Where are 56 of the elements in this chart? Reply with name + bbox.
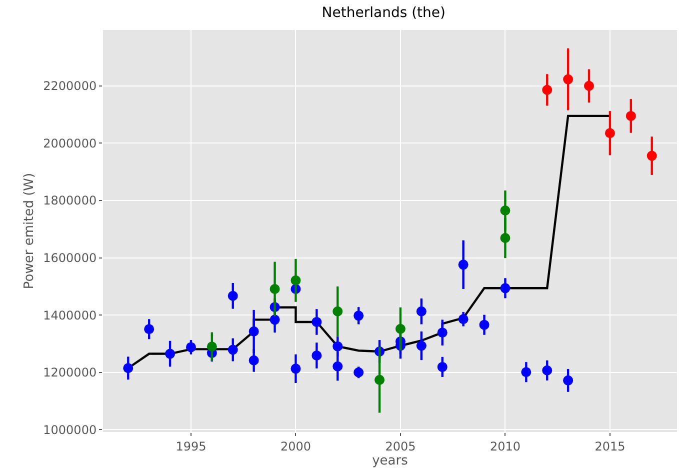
x-tick-label: 2000 bbox=[280, 439, 312, 454]
point bbox=[312, 316, 322, 327]
point bbox=[416, 306, 426, 316]
point bbox=[248, 326, 259, 336]
y-tick-label: 1400000 bbox=[43, 308, 97, 322]
x-tick-label: 2015 bbox=[594, 439, 626, 454]
point bbox=[290, 364, 301, 374]
point bbox=[354, 310, 364, 321]
point bbox=[270, 314, 280, 325]
y-tick-label: 1200000 bbox=[43, 366, 97, 380]
y-tick-label: 1800000 bbox=[43, 194, 97, 208]
x-axis-title: years bbox=[372, 453, 408, 468]
y-tick-label: 2200000 bbox=[43, 79, 97, 94]
point bbox=[458, 314, 468, 324]
y-tick-label: 1000000 bbox=[43, 422, 97, 437]
point bbox=[290, 275, 301, 286]
point bbox=[500, 283, 510, 294]
point bbox=[186, 342, 196, 352]
point bbox=[542, 365, 552, 376]
point bbox=[248, 355, 259, 366]
point bbox=[228, 290, 238, 301]
point bbox=[437, 328, 448, 338]
point bbox=[437, 362, 448, 372]
point bbox=[521, 367, 532, 378]
y-tick-label: 2000000 bbox=[43, 136, 97, 150]
y-tick-label: 1600000 bbox=[43, 250, 97, 265]
point bbox=[458, 260, 468, 270]
point bbox=[354, 367, 364, 378]
point bbox=[479, 320, 490, 330]
point bbox=[332, 306, 343, 316]
point bbox=[270, 284, 280, 294]
point bbox=[312, 350, 322, 360]
point bbox=[500, 206, 510, 216]
chart-title: Netherlands (the) bbox=[322, 4, 446, 21]
point bbox=[228, 344, 238, 355]
point bbox=[563, 375, 574, 386]
point bbox=[374, 374, 385, 385]
point bbox=[542, 84, 552, 95]
point bbox=[395, 324, 406, 334]
point bbox=[206, 342, 217, 352]
point bbox=[123, 363, 134, 374]
point bbox=[332, 361, 343, 372]
point bbox=[563, 74, 574, 84]
point bbox=[646, 150, 657, 161]
point bbox=[500, 233, 510, 244]
point bbox=[416, 340, 426, 351]
point bbox=[144, 324, 154, 334]
x-tick-label: 2010 bbox=[490, 439, 520, 454]
point bbox=[584, 80, 594, 91]
x-tick-label: 2005 bbox=[385, 439, 416, 454]
point bbox=[604, 128, 615, 138]
point bbox=[165, 348, 176, 359]
x-tick-label: 1995 bbox=[176, 439, 206, 454]
point bbox=[626, 110, 636, 121]
point bbox=[332, 341, 343, 352]
y-axis-title: Power emited (W) bbox=[22, 172, 38, 290]
